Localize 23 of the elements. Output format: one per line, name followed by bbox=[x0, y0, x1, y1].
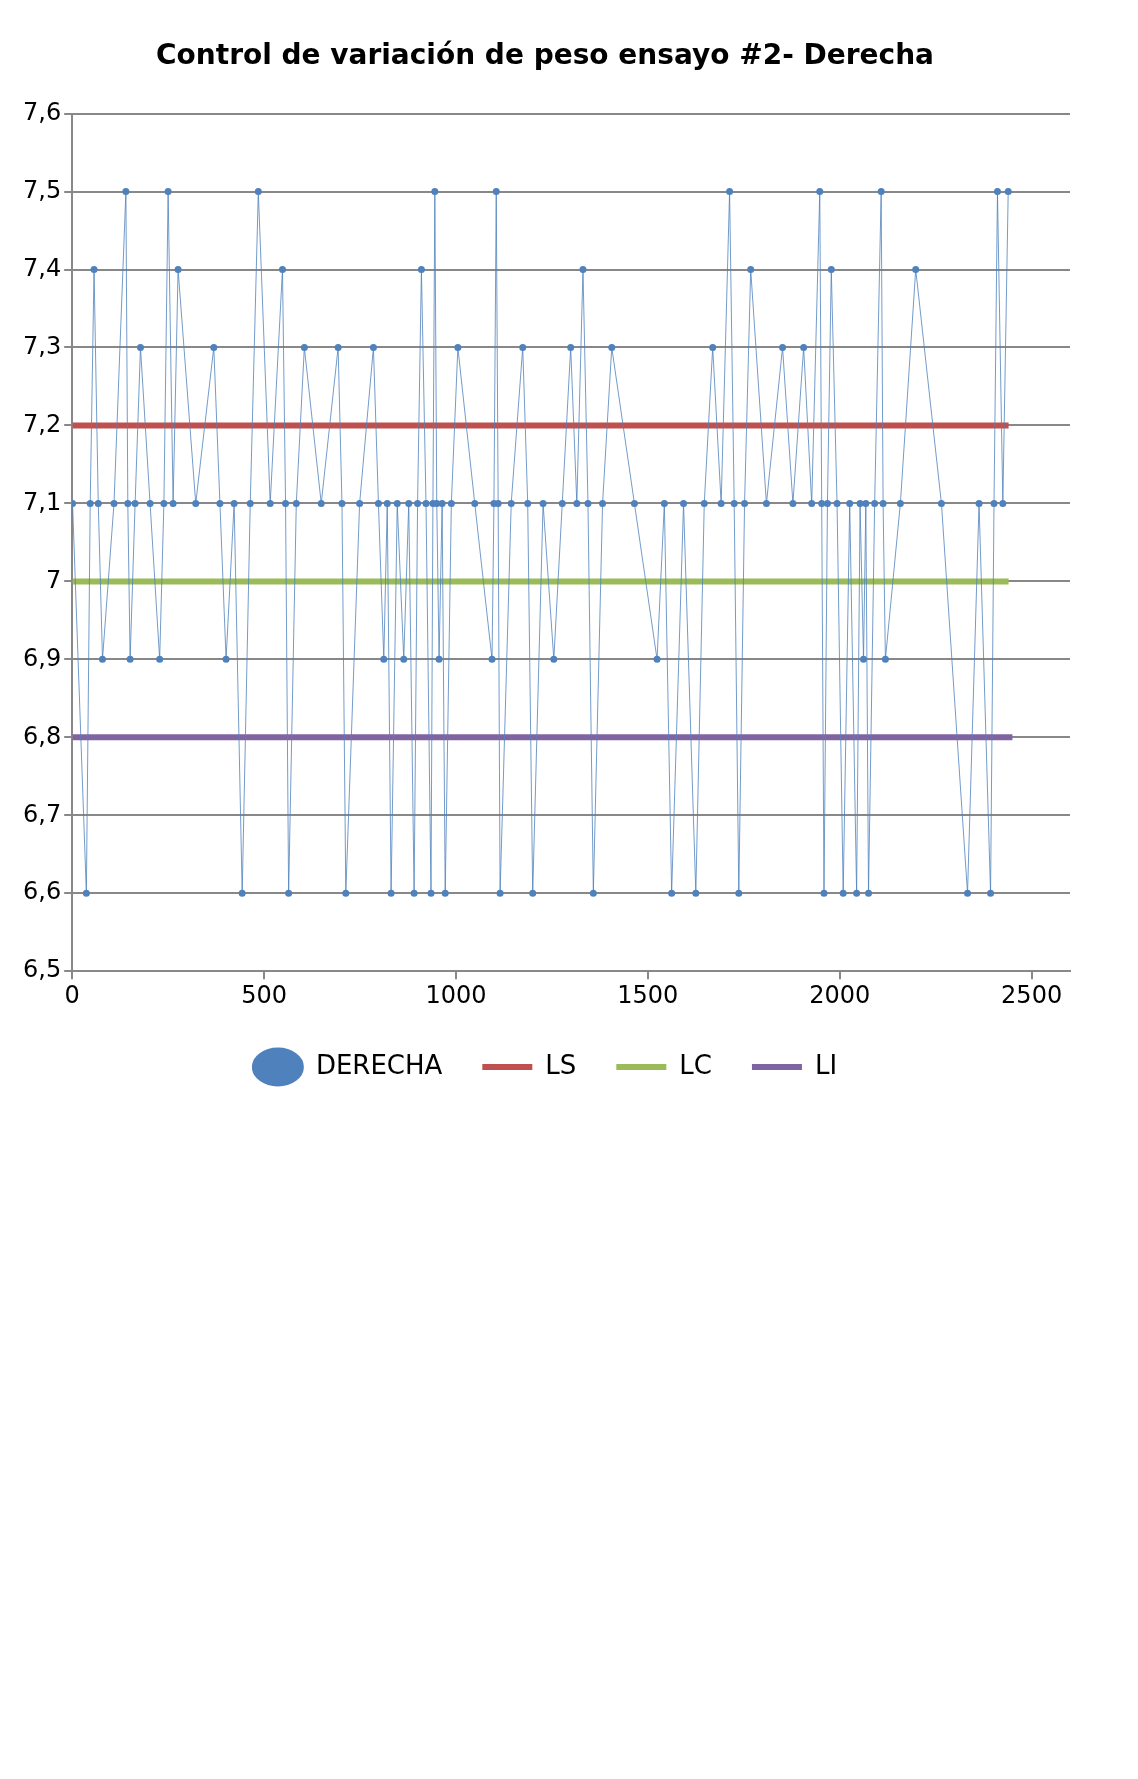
y-tick-label: 7 bbox=[45, 565, 62, 594]
y-tick-label: 7,2 bbox=[23, 409, 62, 438]
legend-label: LS bbox=[545, 1049, 577, 1080]
x-tick-label: 500 bbox=[241, 980, 287, 1009]
y-tick-label: 6,7 bbox=[23, 799, 62, 828]
y-tick-label: 7,3 bbox=[23, 331, 62, 360]
chart-title: Control de variación de peso ensayo #2- Derecha bbox=[156, 38, 934, 72]
x-tick-label: 2000 bbox=[809, 980, 871, 1009]
x-tick-label: 1000 bbox=[425, 980, 487, 1009]
y-tick-label: 6,6 bbox=[23, 877, 62, 906]
y-tick-label: 6,5 bbox=[23, 955, 62, 984]
x-tick-label: 2500 bbox=[1001, 980, 1063, 1009]
legend-label: DERECHA bbox=[315, 1049, 443, 1080]
y-tick-label: 7,4 bbox=[23, 253, 62, 282]
y-tick-label: 7,6 bbox=[23, 97, 62, 126]
y-tick-label: 7,5 bbox=[23, 175, 62, 204]
y-tick-label: 6,9 bbox=[23, 643, 62, 672]
legend-label: LI bbox=[814, 1049, 838, 1080]
legend-label: LC bbox=[679, 1049, 712, 1080]
x-tick-label: 1500 bbox=[617, 980, 679, 1009]
y-tick-label: 6,8 bbox=[23, 721, 62, 750]
x-tick-label: 0 bbox=[64, 980, 80, 1009]
y-tick-label: 7,1 bbox=[23, 487, 62, 516]
